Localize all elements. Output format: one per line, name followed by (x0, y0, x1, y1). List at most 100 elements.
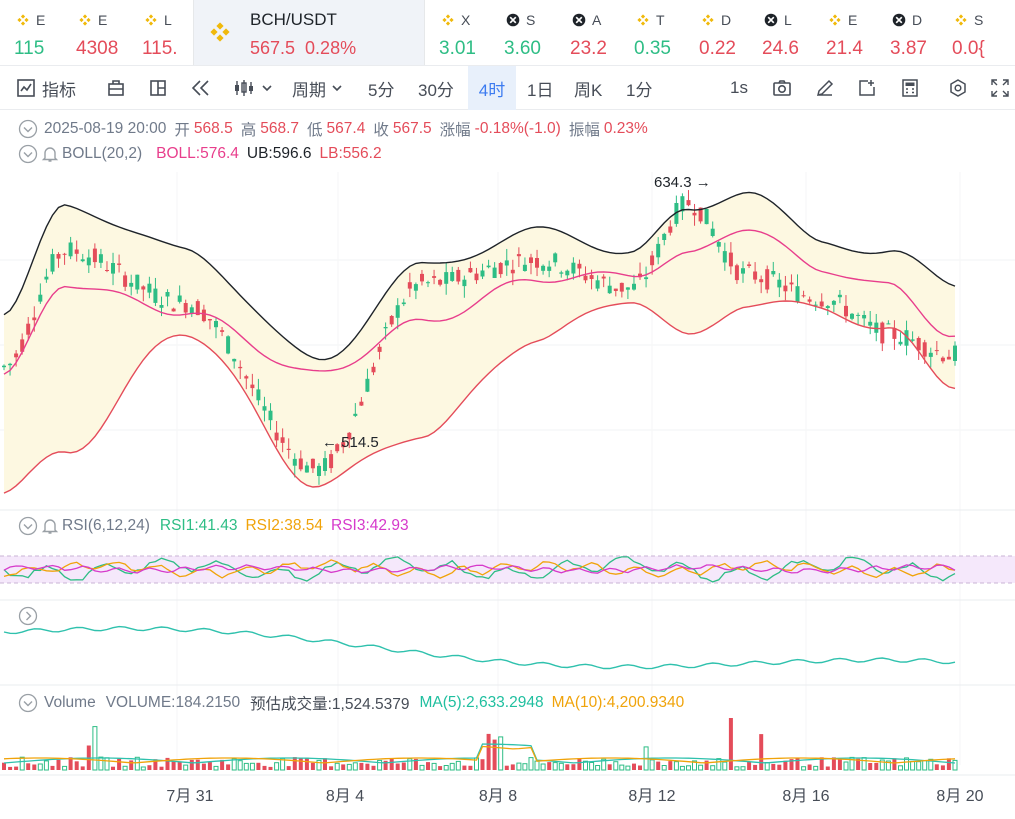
fullscreen-button[interactable] (990, 66, 1010, 110)
volume-bar-up (37, 763, 43, 771)
ticker-item[interactable]: L 24.6 (748, 0, 812, 65)
seconds-button[interactable]: 1s (730, 66, 748, 110)
volume-bar-up (922, 760, 928, 771)
candle-up (777, 279, 782, 288)
candle-up (571, 262, 576, 274)
volume-bar-up (716, 758, 722, 771)
volume-bar-up (122, 765, 128, 771)
volume-bar-down (771, 763, 776, 770)
volume-bar-up (625, 765, 631, 771)
interval-5m[interactable]: 5分 (368, 66, 394, 110)
candle-up (268, 410, 273, 421)
candle-down (934, 350, 939, 352)
volume-bar-up (613, 761, 619, 771)
bell-icon[interactable] (40, 144, 60, 164)
candle-down (244, 376, 249, 379)
interval-1w[interactable]: 周K (574, 66, 602, 110)
expand-icon[interactable] (18, 606, 38, 626)
ticker-item[interactable]: D 0.22 (685, 0, 748, 65)
binance-icon (637, 14, 649, 26)
ticker-item[interactable]: E 4308 (62, 0, 128, 65)
period-dropdown[interactable]: 周期 (292, 66, 344, 110)
interval-1min[interactable]: 1分 (626, 66, 652, 110)
volume-bar-down (371, 765, 376, 770)
draw-button[interactable] (815, 66, 835, 110)
candle-down (274, 432, 279, 441)
bell-icon[interactable] (40, 516, 60, 536)
ticker-item[interactable]: E 115 (0, 0, 62, 65)
chart-canvas[interactable] (0, 110, 1015, 819)
candle-down (801, 295, 806, 297)
collapse-icon[interactable] (18, 516, 38, 536)
indicator-button[interactable]: 指标 (16, 66, 76, 110)
collapse-icon[interactable] (18, 693, 38, 713)
collapse-icon[interactable] (18, 119, 38, 139)
ticker-symbol: S (526, 12, 536, 28)
ticker-item[interactable]: X 3.01 (425, 0, 490, 65)
ticker-symbol: E (848, 12, 858, 28)
candle-up (492, 267, 497, 278)
volume-bar-up (879, 759, 885, 771)
volume-bar-down (656, 761, 661, 770)
ticker-item[interactable]: T 0.35 (620, 0, 685, 65)
replay-button[interactable] (190, 66, 212, 110)
volume-bar-up (104, 757, 110, 771)
x-badge-icon (506, 13, 520, 27)
collapse-icon[interactable] (18, 144, 38, 164)
chart-type-button[interactable] (232, 66, 274, 110)
volume-bar-up (686, 765, 691, 771)
volume-bar-up (898, 765, 903, 771)
candle-up (625, 287, 630, 290)
volume-bar-up (431, 762, 437, 771)
ticker-price: 24.6 (762, 38, 799, 59)
volume-bar-down (147, 765, 152, 770)
candle-up (480, 270, 485, 277)
candle-up (716, 242, 721, 247)
amplitude-label: 振幅 (568, 122, 600, 139)
volume-bar-down (262, 765, 267, 770)
volume-bar-up (540, 763, 546, 771)
layout-button[interactable] (148, 66, 168, 110)
volume-bar-up (419, 764, 425, 771)
candle-down (734, 265, 739, 281)
candle-down (286, 448, 291, 450)
volume-bar-down (837, 759, 842, 770)
ticker-price: 567.5 0.28% (250, 38, 356, 59)
volume-bar-up (649, 759, 655, 771)
settings-button[interactable] (948, 66, 968, 110)
ticker-symbol: D (912, 12, 923, 28)
volume-bar-up (528, 757, 534, 771)
ticker-item[interactable]: S 3.60 (490, 0, 556, 65)
add-note-button[interactable] (857, 66, 877, 110)
screenshot-button[interactable] (772, 66, 792, 110)
interval-4h[interactable]: 4时 (468, 66, 516, 110)
ticker-item[interactable]: L 115. (128, 0, 193, 65)
ticker-active[interactable]: BCH/USDT 567.5 0.28% (193, 0, 425, 65)
candle-up (771, 271, 776, 275)
candle-down (698, 207, 703, 222)
volume-bar-down (32, 764, 37, 770)
candle-up (862, 315, 867, 319)
ohlc-info: 2025-08-19 20:00 开 568.5 高 568.7 低 567.4… (18, 118, 648, 140)
volume-bar-down (777, 764, 782, 770)
candle-up (353, 413, 358, 416)
interval-30m[interactable]: 30分 (418, 66, 454, 110)
binance-icon (210, 22, 230, 42)
settings-icon (950, 79, 966, 97)
ticker-item[interactable]: E 21.4 (812, 0, 876, 65)
ticker-symbol: D (721, 12, 732, 28)
calculator-button[interactable] (900, 66, 920, 110)
ticker-symbol: E (98, 12, 108, 28)
interval-1d[interactable]: 1日 (527, 66, 553, 110)
ticker-item[interactable]: D 3.87 (876, 0, 938, 65)
candle-up (632, 283, 636, 290)
briefcase-button[interactable] (106, 66, 126, 110)
candle-up (413, 284, 418, 291)
candle-up (680, 196, 685, 212)
candle-down (940, 357, 945, 362)
ticker-item[interactable]: S 0.0{ (938, 0, 1015, 65)
rsi1-line (3, 556, 956, 583)
ticker-item[interactable]: A 23.2 (556, 0, 620, 65)
chart-area[interactable]: 2025-08-19 20:00 开 568.5 高 568.7 低 567.4… (0, 110, 1015, 819)
candle-up (147, 283, 152, 293)
